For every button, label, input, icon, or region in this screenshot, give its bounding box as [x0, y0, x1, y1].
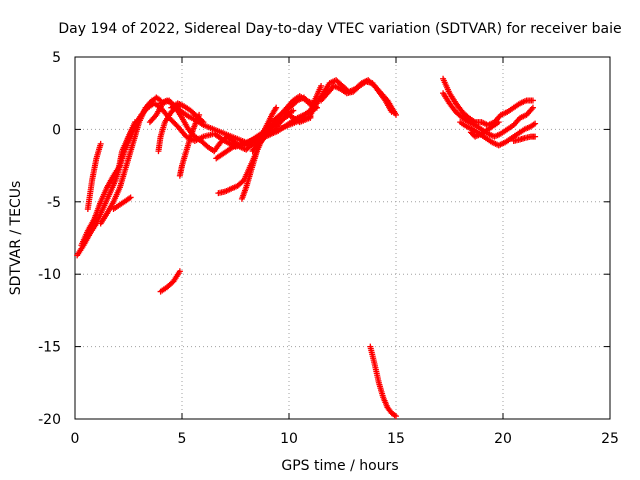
series-s16 — [238, 104, 320, 202]
x-tick-label: 5 — [178, 431, 187, 447]
series-s21 — [307, 82, 325, 116]
data-point — [529, 97, 536, 104]
series-s18 — [256, 104, 280, 144]
data-point — [393, 413, 399, 420]
data-point — [495, 119, 502, 126]
series-s26 — [467, 119, 502, 140]
series-s20 — [318, 78, 395, 116]
data-point — [200, 119, 207, 126]
series-s24 — [440, 90, 536, 140]
series-s22 — [367, 343, 399, 420]
data-point — [199, 118, 206, 125]
data-point — [290, 107, 297, 114]
chart-title: Day 194 of 2022, Sidereal Day-to-day VTE… — [58, 21, 621, 37]
data-point — [273, 104, 280, 111]
data-point — [529, 104, 536, 111]
series-s12 — [157, 268, 183, 295]
series-s27 — [510, 133, 539, 144]
data-point — [532, 120, 539, 127]
y-tick-label: -5 — [47, 195, 61, 211]
axis-ticks: 0 5 10 15 20 25 -20 -15 -10 -5 0 5 — [38, 50, 619, 447]
data-point — [393, 111, 399, 118]
plot-frame — [74, 56, 611, 420]
y-tick-label: 0 — [52, 122, 61, 138]
x-axis-label: GPS time / hours — [281, 458, 398, 474]
x-tick-label: 25 — [601, 431, 619, 447]
y-tick-label: -20 — [38, 412, 61, 428]
data-point — [318, 82, 325, 89]
series-s10 — [168, 100, 207, 126]
data-point — [176, 268, 183, 275]
x-tick-label: 15 — [387, 431, 405, 447]
data-point — [196, 111, 203, 118]
y-tick-label: 5 — [52, 50, 61, 66]
x-tick-label: 20 — [494, 431, 512, 447]
y-axis-label: SDTVAR / TECUs — [8, 181, 24, 296]
series-s5 — [110, 194, 134, 213]
y-tick-label: -15 — [38, 340, 61, 356]
y-tick-label: -10 — [38, 267, 61, 283]
x-tick-label: 10 — [280, 431, 298, 447]
series-s11 — [176, 111, 203, 179]
data-point — [127, 194, 134, 201]
series-s3 — [84, 140, 104, 213]
data-point — [97, 140, 104, 147]
series-s17 — [249, 93, 320, 155]
data-point — [388, 109, 395, 116]
data-series — [74, 75, 539, 420]
series-s23 — [440, 75, 536, 129]
data-point — [532, 133, 539, 140]
x-tick-label: 0 — [71, 431, 80, 447]
